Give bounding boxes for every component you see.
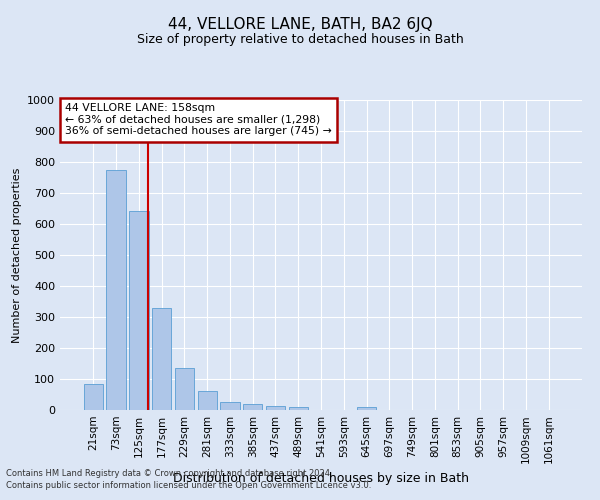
Bar — [106, 170, 126, 410]
Bar — [175, 368, 194, 410]
X-axis label: Distribution of detached houses by size in Bath: Distribution of detached houses by size … — [173, 472, 469, 485]
Bar — [289, 407, 308, 410]
Y-axis label: Number of detached properties: Number of detached properties — [11, 168, 22, 342]
Bar — [197, 392, 217, 410]
Bar — [266, 406, 285, 410]
Bar — [220, 402, 239, 410]
Text: 44, VELLORE LANE, BATH, BA2 6JQ: 44, VELLORE LANE, BATH, BA2 6JQ — [167, 18, 433, 32]
Bar — [84, 384, 103, 410]
Bar — [129, 212, 149, 410]
Bar — [152, 308, 172, 410]
Text: 44 VELLORE LANE: 158sqm
← 63% of detached houses are smaller (1,298)
36% of semi: 44 VELLORE LANE: 158sqm ← 63% of detache… — [65, 103, 332, 136]
Text: Contains public sector information licensed under the Open Government Licence v3: Contains public sector information licen… — [6, 481, 371, 490]
Text: Size of property relative to detached houses in Bath: Size of property relative to detached ho… — [137, 32, 463, 46]
Bar — [357, 407, 376, 410]
Bar — [243, 404, 262, 410]
Text: Contains HM Land Registry data © Crown copyright and database right 2024.: Contains HM Land Registry data © Crown c… — [6, 468, 332, 477]
